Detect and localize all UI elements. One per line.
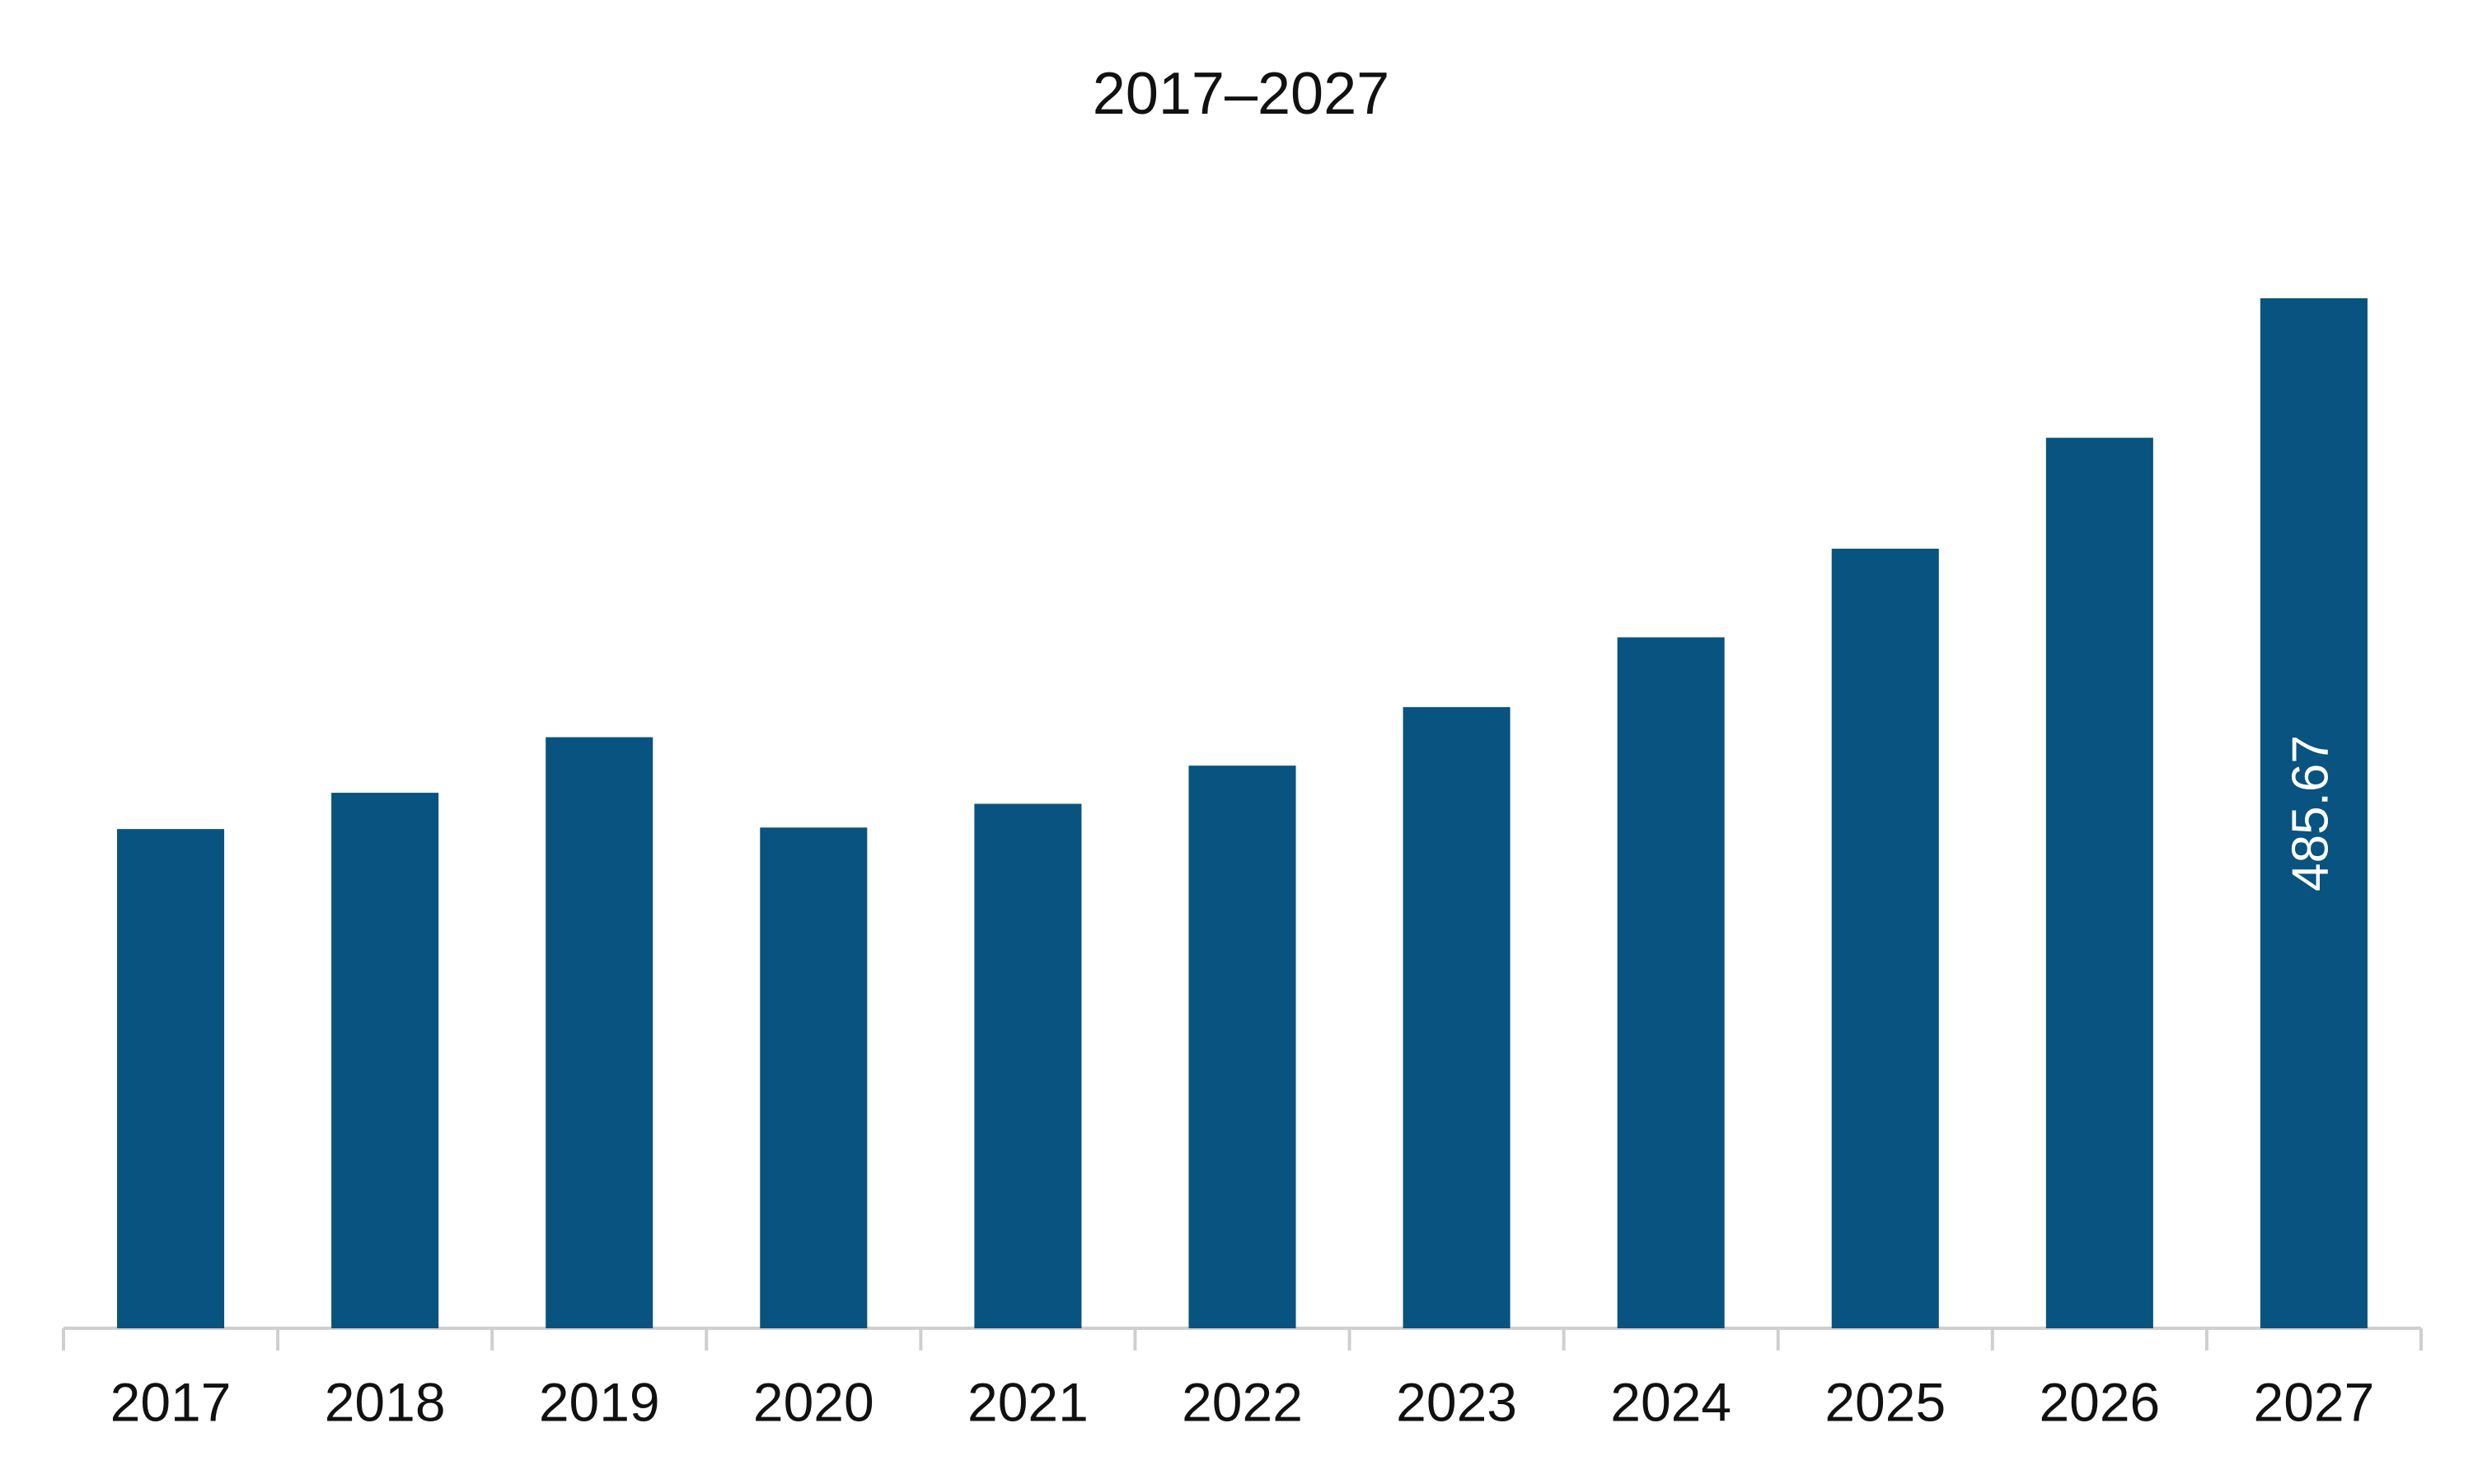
x-tick-label: 2017 <box>110 1371 232 1432</box>
x-tick-label: 2027 <box>2254 1371 2375 1432</box>
x-tick-label: 2023 <box>1396 1371 1517 1432</box>
chart-title: 2017–2027 <box>1093 61 1389 127</box>
x-tick-label: 2025 <box>1824 1371 1946 1432</box>
x-tick-label: 2020 <box>753 1371 874 1432</box>
x-tick-label: 2018 <box>325 1371 446 1432</box>
x-tick-label: 2022 <box>1182 1371 1303 1432</box>
x-tick-label: 2019 <box>539 1371 660 1432</box>
x-tick-label: 2024 <box>1610 1371 1731 1432</box>
bar <box>331 793 439 1328</box>
bar <box>974 803 1082 1328</box>
bar <box>1831 548 1939 1328</box>
bar <box>1617 637 1725 1328</box>
bar <box>2045 438 2153 1328</box>
x-tick-label: 2021 <box>967 1371 1089 1432</box>
bar <box>2260 298 2368 1328</box>
value-label: 485.67 <box>2282 735 2339 892</box>
x-tick-label: 2026 <box>2039 1371 2160 1432</box>
bar <box>117 829 225 1328</box>
bar <box>1403 707 1510 1328</box>
bar <box>1188 765 1296 1328</box>
bar <box>760 827 868 1328</box>
bar <box>546 737 653 1328</box>
